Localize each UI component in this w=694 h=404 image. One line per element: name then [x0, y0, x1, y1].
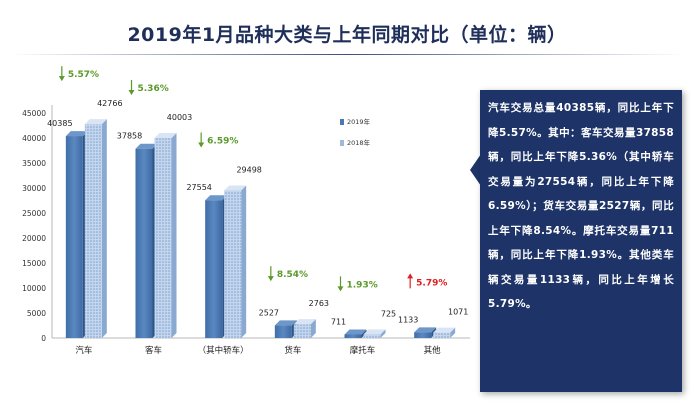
change-label: 1.93% [347, 280, 378, 290]
up-arrow-head-icon [407, 273, 414, 279]
bar-2019 [414, 332, 432, 338]
change-label: 5.36% [138, 84, 169, 94]
bar-2018 [154, 137, 172, 338]
y-tick-label: 5000 [27, 309, 46, 318]
value-label: 29498 [236, 166, 261, 175]
bar-top [344, 329, 367, 335]
value-label: 40385 [47, 119, 72, 128]
value-label: 2763 [309, 299, 329, 308]
bar-2019 [274, 325, 292, 338]
bar-top [363, 329, 386, 335]
legend-swatch [340, 119, 344, 125]
value-label: 1071 [448, 308, 468, 317]
callout-pointer [470, 154, 481, 186]
bar-side [361, 329, 367, 338]
bar-side [101, 119, 107, 338]
bar-top [205, 195, 228, 201]
bar-side [310, 319, 316, 338]
page-title: 2019年1月品种大类与上年同期对比（单位：辆） [127, 24, 567, 46]
bar-2018 [363, 334, 381, 338]
bar-top [154, 132, 177, 138]
change-label: 6.59% [207, 137, 238, 147]
bar-top [224, 185, 247, 191]
bar-top [293, 319, 316, 325]
category-label: 其他 [424, 345, 442, 356]
bar-2018 [293, 324, 311, 338]
bar-top [274, 320, 297, 326]
legend-label: 2019年 [347, 117, 371, 126]
value-label: 2527 [259, 308, 279, 317]
bar-2019 [135, 148, 153, 338]
bar-top [414, 327, 437, 333]
bar-side [171, 132, 177, 338]
down-arrow-head-icon [128, 89, 135, 95]
bar-side [241, 185, 247, 338]
bar-2019 [205, 200, 223, 338]
y-tick-label: 15000 [22, 259, 46, 268]
value-label: 1133 [398, 315, 418, 324]
change-label: 8.54% [277, 270, 308, 280]
bar-side [380, 329, 386, 338]
down-arrow-head-icon [58, 76, 65, 82]
value-label: 37858 [117, 132, 142, 141]
y-tick-label: 30000 [22, 184, 46, 193]
y-tick-label: 45000 [22, 109, 46, 118]
bar-top [433, 327, 456, 333]
down-arrow-head-icon [337, 286, 344, 292]
value-label: 42766 [97, 99, 122, 108]
category-label: 客车 [145, 345, 162, 356]
bar-top [84, 119, 107, 125]
value-label: 27554 [186, 183, 211, 192]
bar-2018 [224, 190, 242, 338]
category-label: 汽车 [75, 345, 92, 356]
bar-2019 [65, 136, 83, 338]
bar-chart: 0 5000 10000 15000 20000 25000 30000 35000 40000… [22, 66, 470, 356]
down-arrow-head-icon [267, 276, 274, 282]
bar-top [135, 143, 158, 149]
bar-2019 [344, 334, 362, 338]
title-divider [10, 54, 684, 55]
category-label: 货车 [284, 345, 301, 356]
y-tick-label: 10000 [22, 284, 46, 293]
category-label: 摩托车 [350, 345, 376, 356]
value-label: 711 [331, 317, 346, 326]
summary-callout: 汽车交易总量40385辆，同比上年下降5.57%。其中：客车交易量37858辆，… [470, 90, 682, 392]
change-label: 5.57% [68, 70, 99, 80]
legend-label: 2018年 [347, 138, 371, 147]
bar-side [450, 327, 456, 338]
down-arrow-head-icon [198, 142, 205, 148]
legend-swatch [340, 140, 344, 146]
y-tick-label: 40000 [22, 134, 46, 143]
bar-2018 [84, 124, 102, 338]
y-tick-label: 0 [41, 334, 46, 343]
change-label: 5.79% [416, 278, 447, 288]
y-tick-label: 20000 [22, 234, 46, 243]
value-label: 40003 [167, 113, 192, 122]
y-tick-label: 35000 [22, 159, 46, 168]
bar-2018 [433, 332, 451, 338]
category-label: （其中轿车） [198, 345, 249, 356]
callout-box [480, 90, 682, 392]
y-tick-label: 25000 [22, 209, 46, 218]
value-label: 725 [381, 309, 396, 318]
callout-text: 汽车交易总量40385辆，同比上年下降5.57%。其中：客车交易量37858辆，… [488, 102, 674, 310]
bar-top [65, 131, 88, 137]
